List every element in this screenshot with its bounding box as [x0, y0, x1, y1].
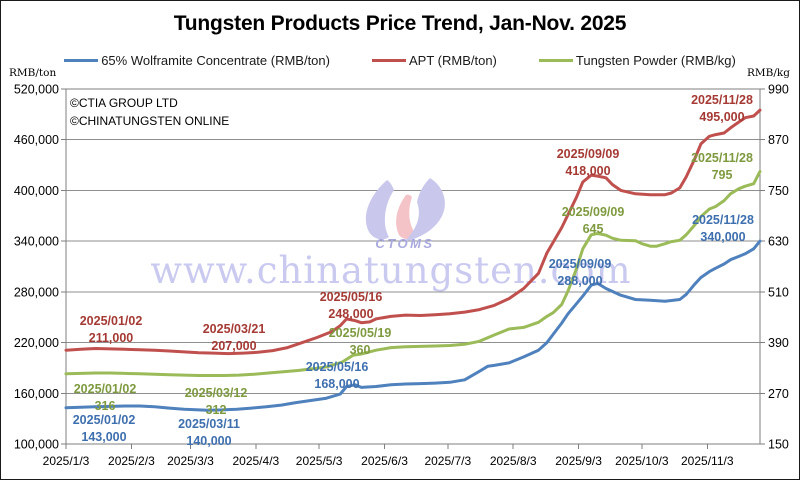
right-axis-tick-label: 990	[768, 83, 789, 97]
x-axis-tick-label: 2025/11/3	[681, 454, 734, 468]
x-axis-tick-label: 2025/8/3	[490, 454, 537, 468]
x-axis-tick-label: 2025/1/3	[43, 454, 90, 468]
x-axis-tick-label: 2025/6/3	[361, 454, 408, 468]
legend-item-tungsten-powder: Tungsten Powder (RMB/kg)	[538, 53, 736, 68]
left-axis-unit-label: RMB/ton	[9, 67, 57, 79]
legend-label-apt: APT (RMB/ton)	[408, 53, 497, 68]
left-axis-tick-label: 340,000	[14, 235, 59, 249]
left-axis-tick-label: 280,000	[14, 285, 59, 299]
x-axis-tick-label: 2025/5/3	[296, 454, 343, 468]
copyright-notice: ©CTIA GROUP LTD ©CHINATUNGSTEN ONLINE	[70, 94, 229, 130]
url-watermark-text: www.chinatungsten.com	[150, 249, 631, 292]
ctoms-watermark-text: CTOMS	[375, 236, 434, 251]
x-axis-tick-label: 2025/7/3	[424, 454, 471, 468]
x-axis-tick-label: 2025/2/3	[108, 454, 155, 468]
legend-item-wolframite: 65% Wolframite Concentrate (RMB/ton)	[64, 53, 330, 68]
series-line-2	[64, 169, 762, 377]
legend-label-wolframite: 65% Wolframite Concentrate (RMB/ton)	[101, 53, 330, 68]
logo-flame-middle	[396, 194, 415, 239]
x-axis-tick-label: 2025/9/3	[555, 454, 602, 468]
copyright-line-1: ©CTIA GROUP LTD	[70, 96, 178, 110]
right-axis-tick-label: 870	[768, 133, 789, 147]
left-axis-tick-label: 100,000	[14, 438, 59, 452]
right-axis-tick-label: 390	[768, 336, 789, 350]
right-axis-tick-label: 630	[768, 235, 789, 249]
right-axis-tick-label: 750	[768, 184, 789, 198]
logo-flame-right	[404, 178, 445, 242]
legend-swatch-tungsten-powder	[538, 58, 573, 63]
left-axis-tick-label: 400,000	[14, 184, 59, 198]
logo-flame-left	[365, 180, 394, 240]
series-line-0	[64, 239, 762, 412]
right-axis-unit-label: RMB/kg	[747, 67, 790, 79]
x-axis-tick-label: 2025/3/3	[167, 454, 214, 468]
x-axis-tick-label: 2025/4/3	[232, 454, 279, 468]
legend-label-tungsten-powder: Tungsten Powder (RMB/kg)	[575, 53, 736, 68]
series-line-1	[64, 108, 762, 356]
chart-title: Tungsten Products Price Trend, Jan-Nov. …	[173, 12, 627, 35]
chart-legend: 65% Wolframite Concentrate (RMB/ton) APT…	[1, 53, 799, 68]
grid-layer: 520,000 990 460,000 870 400,000 750 340,000 630…	[14, 83, 789, 469]
legend-swatch-wolframite	[64, 58, 99, 63]
copyright-line-2: ©CHINATUNGSTEN ONLINE	[70, 114, 230, 128]
watermark: CTOMS www.chinatungsten.com	[150, 178, 631, 292]
right-axis-tick-label: 510	[768, 285, 789, 299]
right-axis-tick-label: 150	[768, 438, 789, 452]
left-axis-tick-label: 160,000	[14, 387, 59, 401]
left-axis-tick-label: 520,000	[14, 83, 59, 97]
legend-item-apt: APT (RMB/ton)	[371, 53, 497, 68]
left-axis-tick-label: 460,000	[14, 133, 59, 147]
left-axis-tick-label: 220,000	[14, 336, 59, 350]
x-axis-tick-label: 2025/10/3	[615, 454, 669, 468]
right-axis-tick-label: 270	[768, 387, 789, 401]
series-layer	[64, 108, 762, 412]
legend-swatch-apt	[371, 58, 406, 63]
